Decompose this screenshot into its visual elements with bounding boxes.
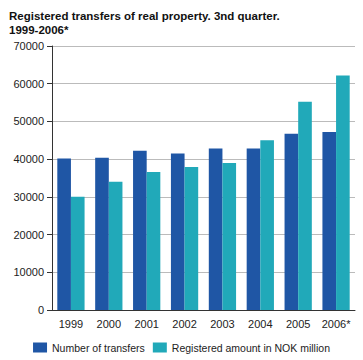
svg-text:2006*: 2006* [322, 318, 351, 330]
svg-text:70000: 70000 [13, 40, 44, 52]
svg-text:Registered transfers of real p: Registered transfers of real property. 3… [9, 10, 283, 22]
svg-text:1999-2006*: 1999-2006* [9, 24, 69, 36]
svg-text:50000: 50000 [13, 115, 44, 127]
svg-text:20000: 20000 [13, 229, 44, 241]
svg-text:40000: 40000 [13, 153, 44, 165]
svg-text:10000: 10000 [13, 266, 44, 278]
svg-text:30000: 30000 [13, 191, 44, 203]
svg-text:2004: 2004 [248, 318, 272, 330]
svg-text:Number of transfers: Number of transfers [52, 342, 145, 354]
svg-text:1999: 1999 [59, 318, 83, 330]
svg-text:2005: 2005 [286, 318, 310, 330]
svg-text:Registered amount in NOK milli: Registered amount in NOK million [172, 342, 330, 354]
svg-text:0: 0 [38, 304, 44, 316]
svg-text:2003: 2003 [210, 318, 234, 330]
svg-text:2002: 2002 [172, 318, 196, 330]
svg-text:2000: 2000 [97, 318, 121, 330]
svg-text:2001: 2001 [134, 318, 158, 330]
svg-text:60000: 60000 [13, 78, 44, 90]
